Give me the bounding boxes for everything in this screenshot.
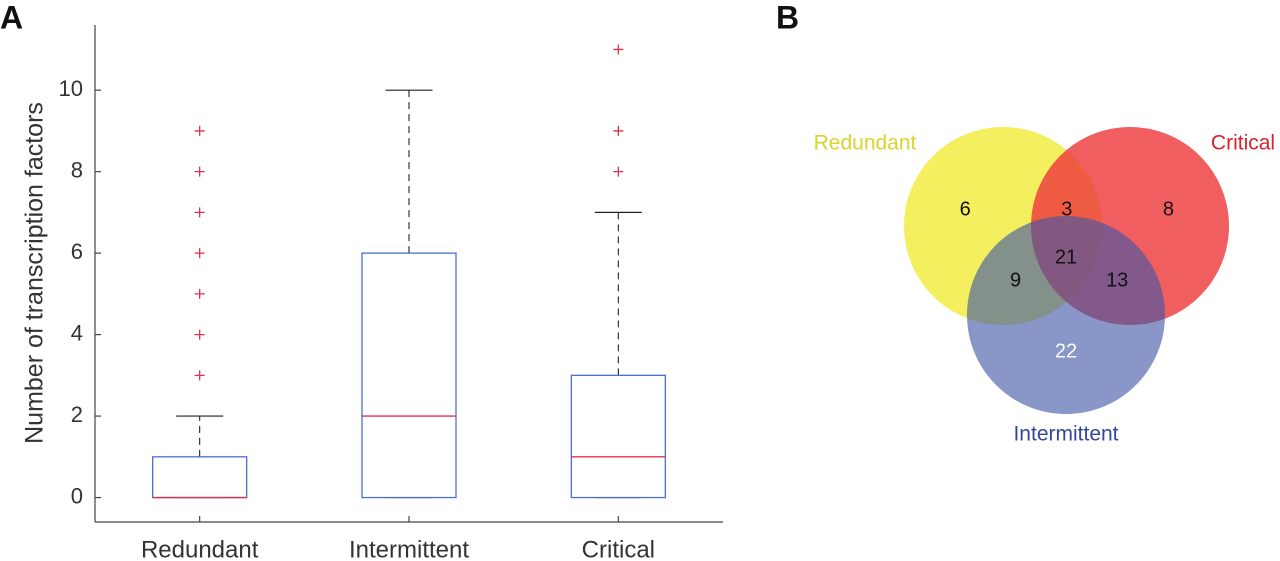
venn-region-value: 9 [1010, 269, 1021, 291]
outlier [194, 248, 205, 259]
venn-region-value: 8 [1163, 198, 1174, 220]
venn-set-label: Redundant [814, 132, 917, 155]
x-tick-label: Intermittent [349, 536, 469, 561]
venn-region-value: 21 [1055, 246, 1077, 268]
box [361, 252, 457, 499]
outlier [194, 166, 205, 177]
venn-region-value: 22 [1055, 341, 1077, 363]
y-tick-label: 2 [71, 402, 83, 427]
outlier [194, 207, 205, 218]
outlier [613, 44, 624, 55]
venn-region-value: 13 [1106, 269, 1128, 291]
y-tick-label: 6 [71, 239, 83, 264]
y-tick-label: 0 [71, 483, 83, 508]
y-tick-label: 10 [59, 76, 83, 101]
panel-label: B [776, 0, 799, 35]
venn-set-label: Intermittent [1013, 423, 1118, 446]
x-tick-label: Critical [582, 536, 655, 561]
x-tick-label: Redundant [141, 536, 259, 561]
y-tick-label: 4 [71, 320, 83, 345]
box [152, 456, 248, 499]
outlier [613, 166, 624, 177]
outlier [613, 125, 624, 136]
outlier [194, 125, 205, 136]
venn-region-value: 6 [960, 198, 971, 220]
venn-set [967, 216, 1165, 414]
venn-set-label: Critical [1211, 132, 1275, 155]
outlier [194, 288, 205, 299]
y-axis-label: Number of transcription factors [21, 102, 49, 444]
outlier [194, 370, 205, 381]
venn-region-value: 3 [1061, 198, 1072, 220]
panel-label: A [0, 0, 23, 35]
box [570, 374, 666, 499]
y-tick-label: 8 [71, 157, 83, 182]
outlier [194, 329, 205, 340]
